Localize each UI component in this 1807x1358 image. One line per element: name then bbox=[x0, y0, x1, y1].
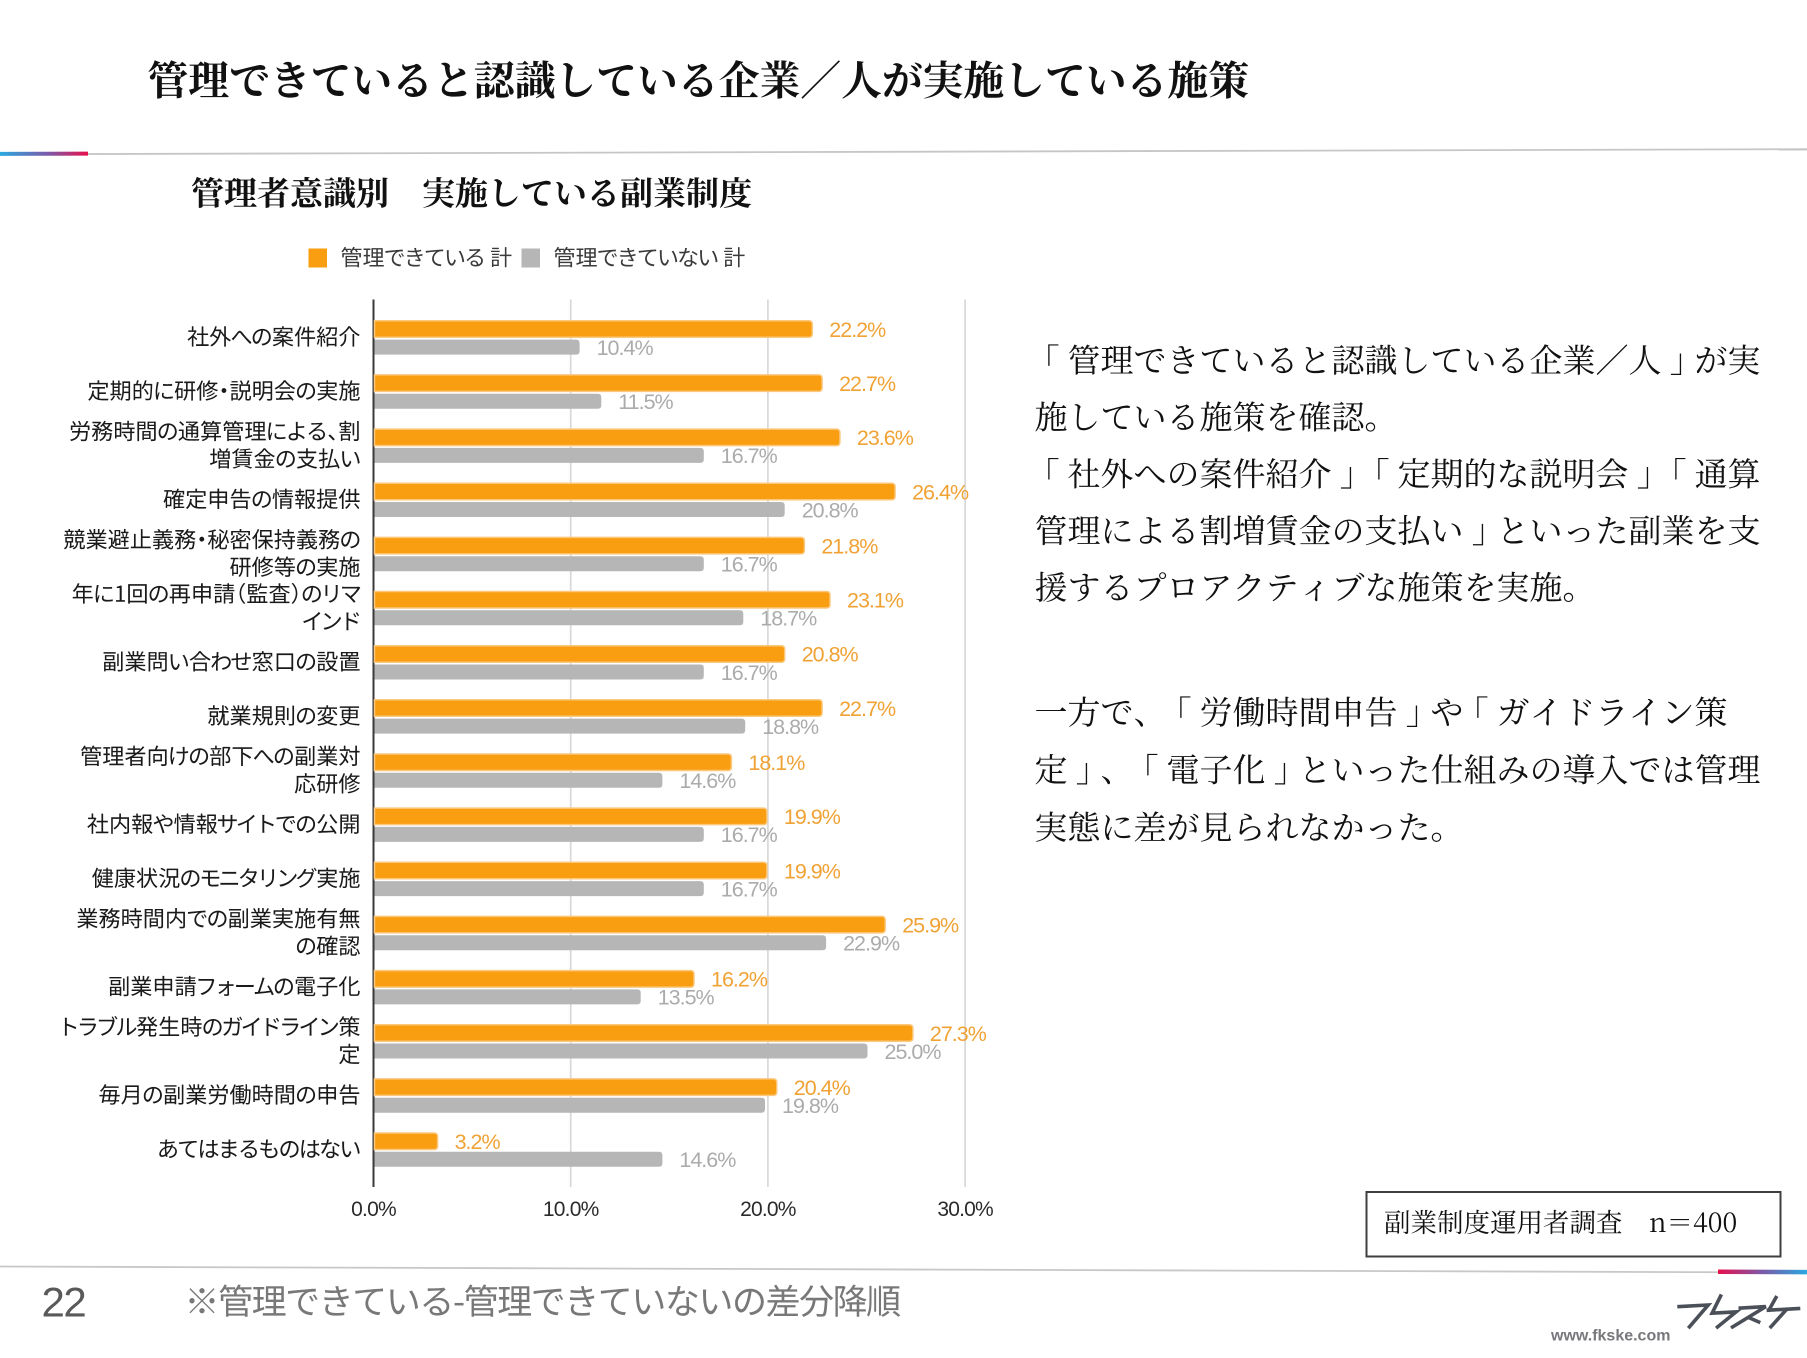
svg-text:16.7%: 16.7% bbox=[721, 444, 778, 468]
svg-text:14.6%: 14.6% bbox=[679, 1148, 736, 1172]
svg-text:10.4%: 10.4% bbox=[597, 336, 654, 360]
svg-text:27.3%: 27.3% bbox=[930, 1022, 987, 1046]
svg-text:22.7%: 22.7% bbox=[839, 697, 896, 721]
svg-text:20.0%: 20.0% bbox=[740, 1198, 796, 1221]
svg-text:www.fkske.com: www.fkske.com bbox=[1550, 1328, 1670, 1345]
svg-text:18.7%: 18.7% bbox=[760, 607, 817, 631]
svg-text:20.8%: 20.8% bbox=[802, 498, 859, 522]
svg-text:10.0%: 10.0% bbox=[543, 1198, 599, 1221]
svg-text:11.5%: 11.5% bbox=[618, 390, 673, 414]
svg-text:19.9%: 19.9% bbox=[784, 859, 841, 883]
svg-text:13.5%: 13.5% bbox=[658, 986, 715, 1010]
svg-text:0.0%: 0.0% bbox=[351, 1198, 396, 1221]
svg-text:18.8%: 18.8% bbox=[762, 715, 819, 739]
svg-text:20.8%: 20.8% bbox=[802, 643, 859, 667]
svg-text:25.0%: 25.0% bbox=[885, 1040, 942, 1064]
svg-text:23.6%: 23.6% bbox=[857, 426, 914, 450]
svg-text:19.8%: 19.8% bbox=[782, 1094, 839, 1118]
svg-text:22.9%: 22.9% bbox=[843, 932, 900, 956]
svg-text:3.2%: 3.2% bbox=[455, 1130, 501, 1154]
svg-text:20.4%: 20.4% bbox=[794, 1076, 851, 1100]
svg-text:16.7%: 16.7% bbox=[721, 823, 778, 847]
svg-text:25.9%: 25.9% bbox=[902, 914, 959, 938]
svg-text:16.7%: 16.7% bbox=[721, 553, 778, 577]
svg-text:14.6%: 14.6% bbox=[679, 769, 736, 793]
svg-text:16.7%: 16.7% bbox=[721, 877, 778, 901]
svg-text:18.1%: 18.1% bbox=[748, 751, 805, 775]
svg-text:16.7%: 16.7% bbox=[721, 661, 778, 685]
svg-text:22.7%: 22.7% bbox=[839, 372, 896, 396]
svg-text:22.2%: 22.2% bbox=[829, 318, 886, 342]
svg-text:23.1%: 23.1% bbox=[847, 589, 904, 613]
svg-text:26.4%: 26.4% bbox=[912, 480, 969, 504]
svg-text:30.0%: 30.0% bbox=[937, 1198, 993, 1221]
svg-text:19.9%: 19.9% bbox=[784, 805, 841, 829]
svg-text:21.8%: 21.8% bbox=[821, 534, 878, 558]
svg-text:16.2%: 16.2% bbox=[711, 968, 768, 992]
svg-text:22: 22 bbox=[42, 1279, 86, 1326]
